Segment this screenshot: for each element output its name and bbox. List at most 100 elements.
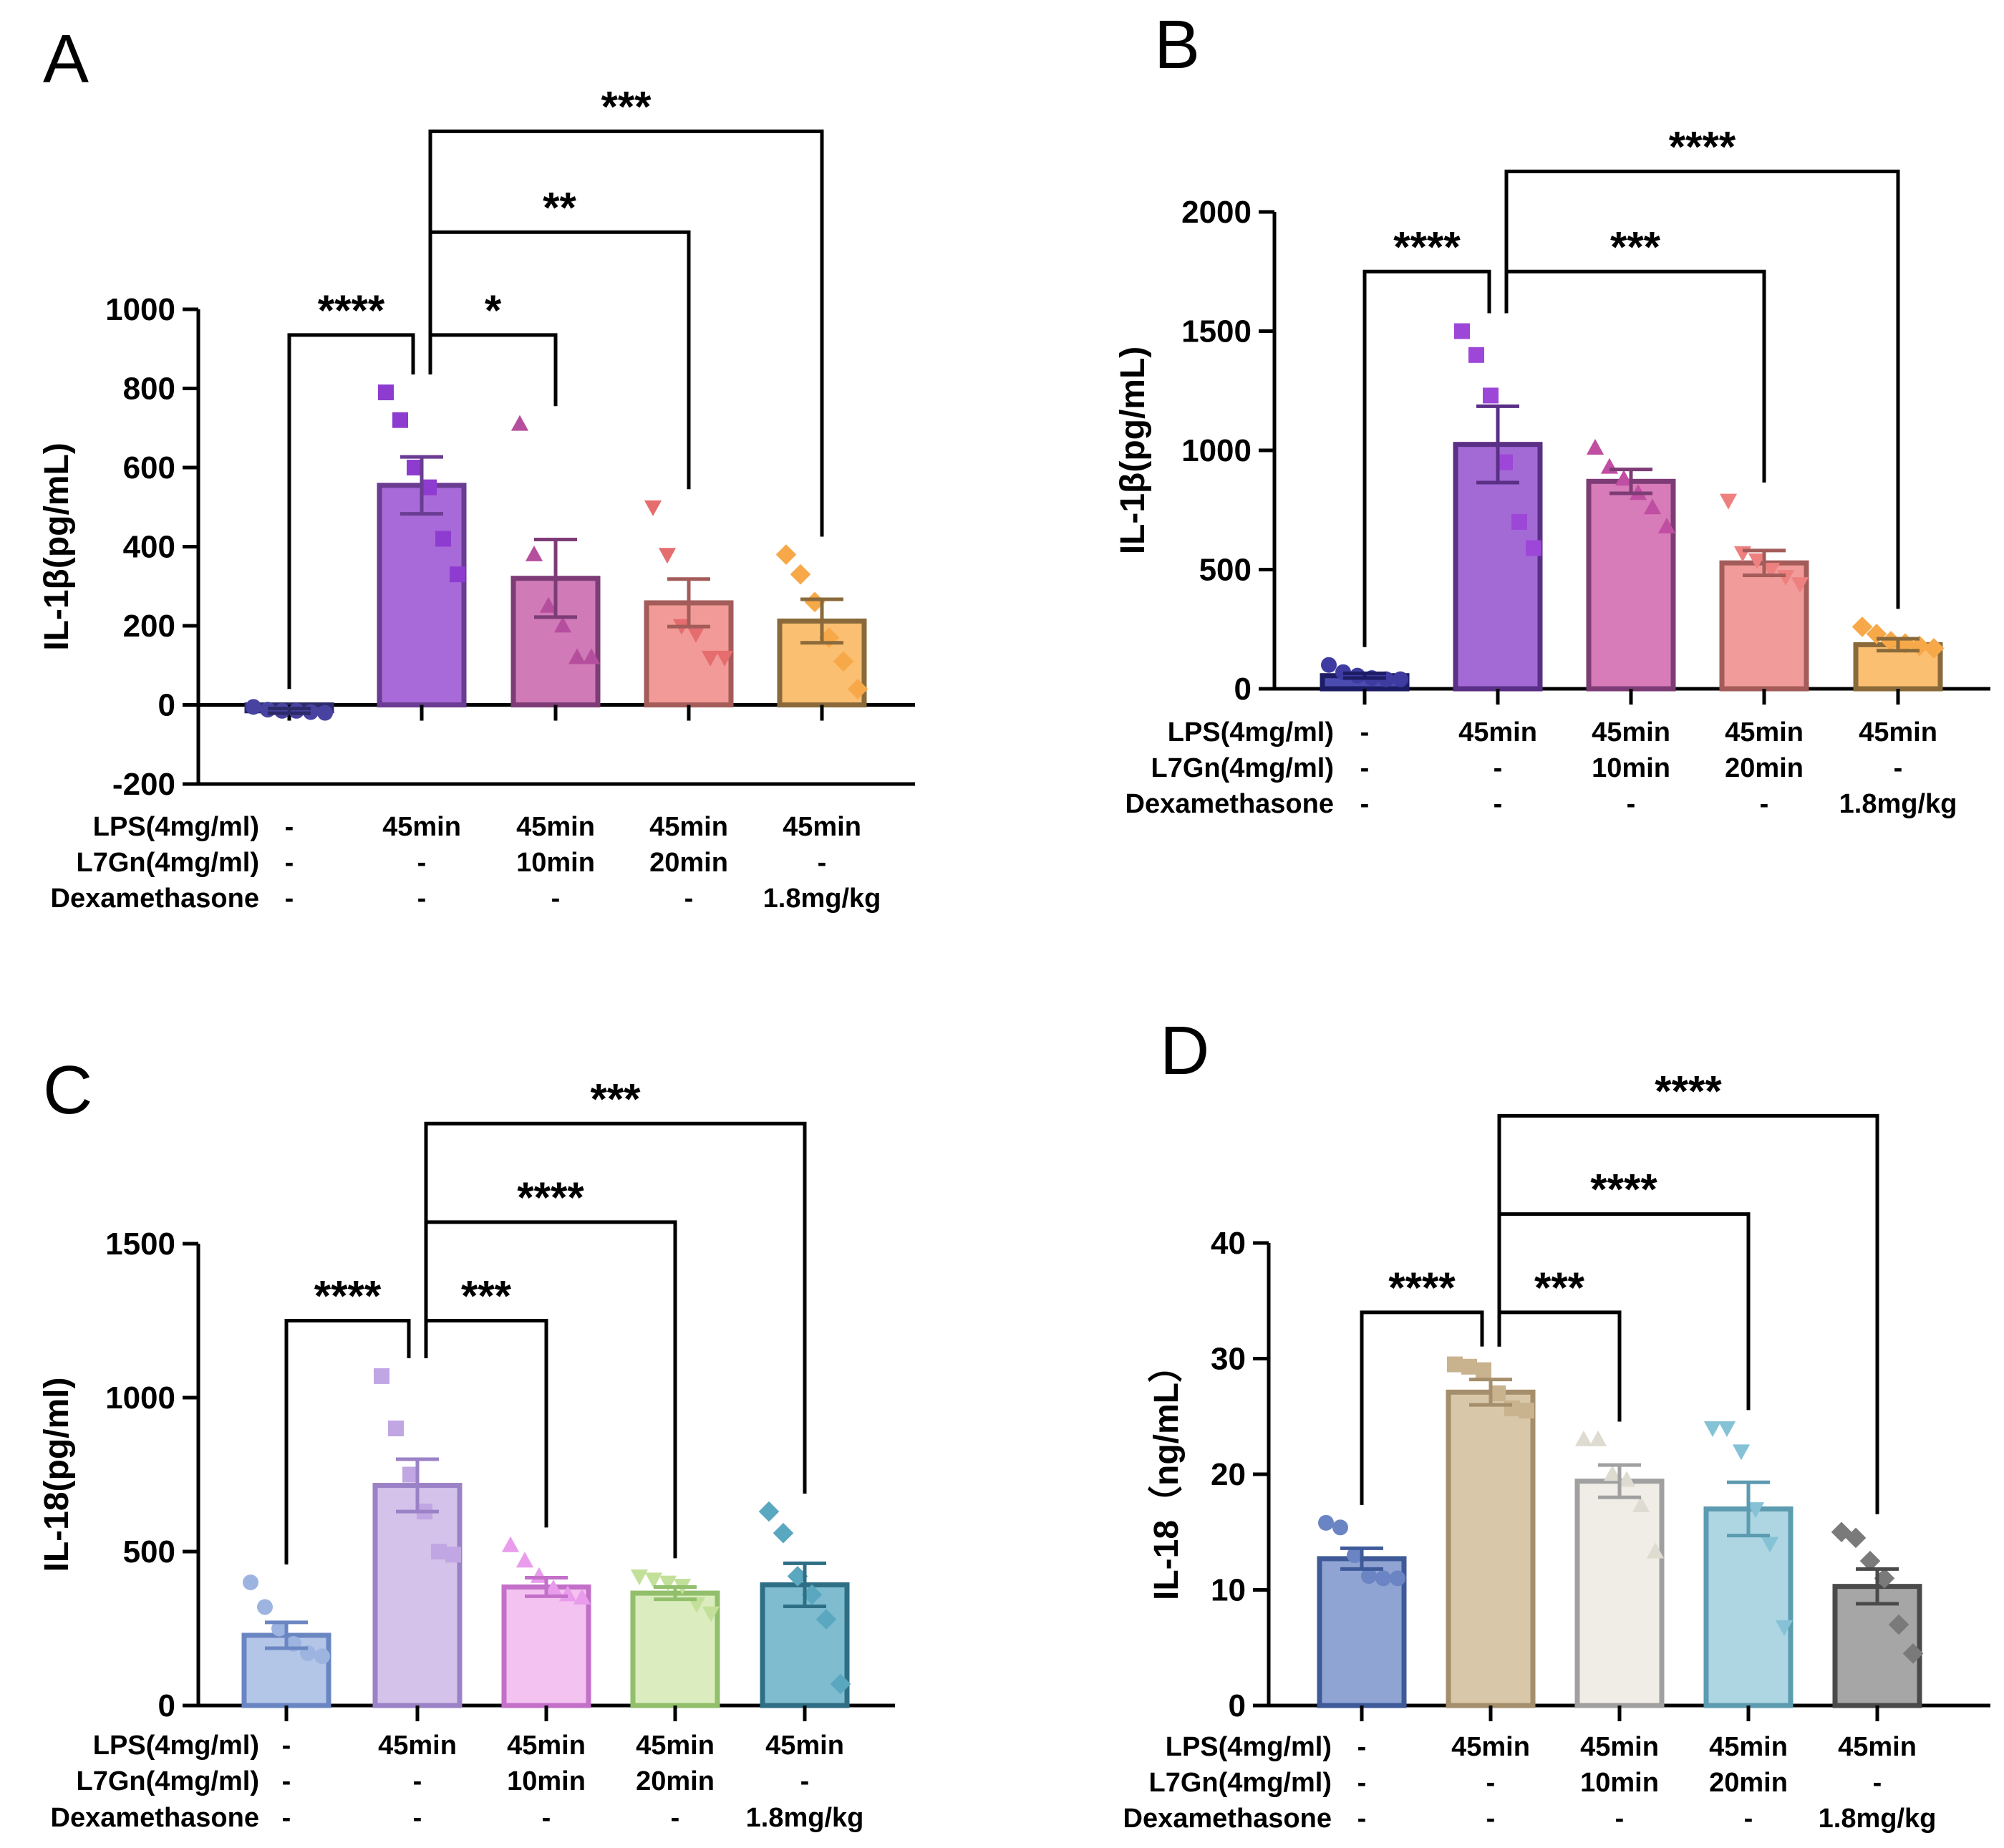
data-point [243, 1574, 258, 1590]
data-point [314, 1648, 330, 1665]
bar [1574, 1479, 1665, 1708]
data-point [374, 1368, 389, 1384]
condition-cell: - [1357, 1768, 1367, 1798]
condition-cell: - [1615, 1804, 1625, 1834]
y-axis-label: IL-1β(pg/mL) [1114, 347, 1152, 555]
condition-row-label: L7Gn(4mg/ml) [77, 848, 259, 878]
condition-cell: 1.8mg/kg [746, 1803, 864, 1833]
data-point [1504, 1400, 1520, 1416]
significance-label: * [485, 286, 502, 334]
significance-label: **** [1388, 1264, 1456, 1312]
data-point [573, 1588, 591, 1605]
significance-bracket [424, 1121, 807, 1494]
data-point [790, 563, 811, 585]
y-tick-label: 500 [123, 1534, 175, 1569]
data-point [801, 1584, 823, 1605]
data-point [1321, 657, 1337, 673]
data-point [1615, 470, 1633, 486]
data-point [1646, 1542, 1665, 1559]
condition-cell: - [1627, 789, 1636, 819]
data-point [568, 648, 586, 664]
data-point [1902, 1643, 1924, 1664]
data-point [402, 1466, 418, 1483]
condition-cell: - [1744, 1804, 1753, 1834]
condition-cell: - [1494, 789, 1503, 819]
significance-bracket [1504, 269, 1766, 483]
condition-row-label: LPS(4mg/ml) [1166, 1732, 1332, 1762]
data-point [1761, 1537, 1779, 1553]
significance-label: *** [601, 82, 652, 130]
significance-bracket [1504, 169, 1900, 609]
y-tick-label: 10 [1211, 1573, 1246, 1608]
condition-cell: 45min [636, 1731, 715, 1761]
condition-cell: - [417, 848, 427, 878]
significance-label: **** [314, 1272, 382, 1320]
condition-cell: - [671, 1803, 680, 1833]
condition-row-label: Dexamethasone [1123, 1804, 1332, 1834]
data-point [1617, 1471, 1636, 1487]
data-point [525, 545, 543, 561]
data-point [1497, 454, 1513, 470]
data-point [553, 616, 572, 633]
y-tick-label: -200 [112, 767, 175, 802]
significance-bracket [428, 230, 691, 490]
data-point [1332, 1519, 1348, 1536]
condition-cell: 45min [1709, 1732, 1788, 1762]
y-tick-label: 1000 [1181, 433, 1252, 468]
data-point [431, 1544, 447, 1559]
data-point [501, 1536, 520, 1552]
data-point [1746, 1502, 1765, 1519]
condition-cell: 20min [1709, 1768, 1788, 1798]
significance-bracket [1497, 1113, 1879, 1514]
data-point [510, 415, 529, 431]
condition-cell: 45min [783, 812, 861, 842]
y-tick-label: 800 [123, 372, 175, 407]
condition-cell: 10min [507, 1766, 586, 1796]
data-point [1454, 323, 1470, 339]
condition-cell: - [413, 1803, 422, 1833]
condition-cell: - [282, 1731, 291, 1761]
data-point [1791, 577, 1809, 594]
condition-cell: 45min [1725, 717, 1804, 748]
data-point [1586, 439, 1604, 455]
data-point [702, 1606, 720, 1622]
condition-row-label: Dexamethasone [1126, 789, 1334, 819]
data-point [659, 1575, 677, 1592]
data-point [1851, 616, 1873, 637]
condition-cell: - [684, 884, 694, 914]
data-point [815, 1609, 837, 1630]
y-tick-label: 400 [123, 530, 175, 565]
data-point [1923, 638, 1945, 659]
significance-bracket [1362, 269, 1491, 647]
condition-cell: - [1360, 753, 1370, 783]
data-point [1490, 1385, 1506, 1401]
significance-label: *** [1534, 1264, 1585, 1312]
data-point [1732, 1444, 1751, 1461]
data-point [246, 699, 261, 715]
condition-cell: 45min [1838, 1732, 1917, 1762]
panel-letter: B [1154, 6, 1200, 83]
data-point [378, 384, 394, 401]
condition-cell: 45min [649, 812, 728, 842]
bar [1446, 1389, 1536, 1708]
condition-cell: - [1357, 1732, 1367, 1762]
y-tick-label: 1000 [105, 1380, 175, 1416]
condition-cell: - [1360, 717, 1370, 748]
data-point [847, 679, 868, 700]
bar [501, 1584, 591, 1708]
condition-cell: 20min [649, 848, 728, 878]
data-point [539, 596, 558, 613]
data-point [1574, 1430, 1593, 1446]
condition-row-label: L7Gn(4mg/ml) [77, 1766, 259, 1796]
data-point [1845, 1527, 1867, 1549]
y-axis-label: IL-18(pg/ml) [38, 1378, 76, 1572]
condition-cell: 20min [636, 1766, 715, 1796]
data-point [804, 591, 826, 613]
condition-cell: - [285, 812, 294, 842]
panel-letter: D [1160, 1012, 1209, 1089]
data-point [630, 1569, 649, 1586]
data-point [1888, 1614, 1909, 1635]
y-tick-label: 1000 [105, 292, 175, 327]
condition-cell: 45min [1580, 1732, 1659, 1762]
data-point [407, 460, 422, 475]
